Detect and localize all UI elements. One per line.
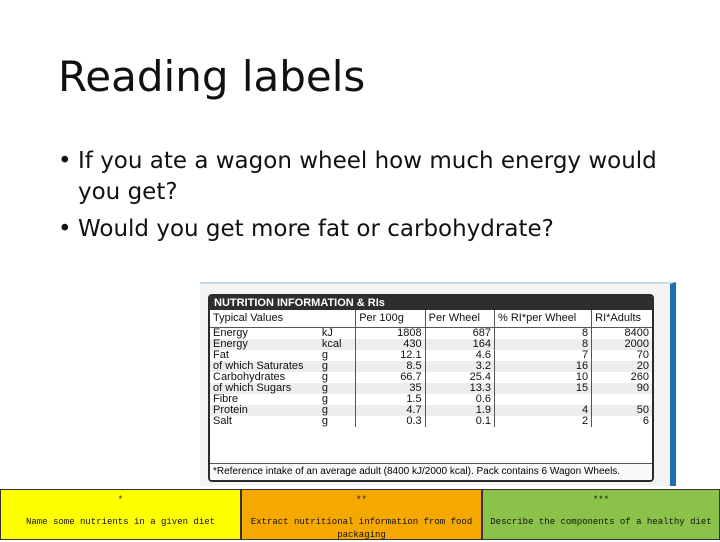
- nutrient-name: Salt: [213, 415, 232, 427]
- objective-stars: *: [117, 495, 124, 505]
- col-ri-per-wheel: % RI*per Wheel: [494, 310, 593, 328]
- value-ri-percent: [494, 394, 593, 405]
- col-ri-adults: RI*Adults: [591, 310, 652, 328]
- nutrition-table-body: Energy kJ 1808 687 8 8400 Energy kcal 430 164 8 200…: [210, 327, 652, 427]
- nutrition-row: Energy kJ 1808 687 8 8400: [210, 327, 652, 339]
- value-per-100g: 12.1: [355, 350, 426, 361]
- nutrient-name: Fibre: [213, 393, 239, 405]
- value-per-100g: 35: [355, 383, 426, 394]
- nutrient-name: Protein: [210, 405, 319, 416]
- value-ri-percent: 15: [494, 383, 593, 394]
- objective-three-star: *** Describe the components of a healthy…: [482, 489, 720, 540]
- value-per-100g: 430: [355, 339, 426, 350]
- nutrient-name: of which Saturates: [210, 361, 319, 372]
- nutrition-label-heading: NUTRITION INFORMATION & RIs: [210, 296, 652, 310]
- nutrition-row: of which Saturates g 8.5 3.2 16 20: [210, 361, 652, 372]
- value-ri-percent: 2: [494, 416, 593, 427]
- value-ri-percent: 8: [494, 339, 593, 350]
- value-ri-adults: 8400: [624, 327, 649, 339]
- nutrient-name: Carbohydrates: [213, 371, 286, 383]
- nutrient-unit: g: [318, 383, 357, 394]
- objective-two-star: ** Extract nutritional information from …: [241, 489, 482, 540]
- nutrition-row: Fat g 12.1 4.6 7 70: [210, 350, 652, 361]
- objective-text: Describe the components of a healthy die…: [490, 517, 712, 527]
- nutrition-table: Typical Values Per 100g Per Wheel % RI*p…: [210, 310, 652, 427]
- value-ri-adults: 6: [642, 415, 649, 427]
- nutrition-row: Protein g 4.7 1.9 4 50: [210, 405, 652, 416]
- nutrient-unit: g: [318, 361, 357, 372]
- nutrient-unit: g: [318, 416, 357, 427]
- nutrient-name: Fat: [213, 349, 229, 361]
- value-per-100g: 0.3: [355, 416, 426, 427]
- value-ri-adults: 90: [591, 383, 652, 394]
- nutrition-row: Carbohydrates g 66.7 25.4 10 260: [210, 372, 652, 383]
- nutrient-unit: g: [318, 350, 357, 361]
- value-per-100g: 1808: [355, 327, 426, 339]
- objective-text: Name some nutrients in a given diet: [25, 517, 216, 527]
- col-typical-values: Typical Values: [210, 310, 319, 328]
- nutrient-unit: g: [318, 394, 357, 405]
- slide-title: Reading labels: [58, 52, 366, 101]
- nutrient-unit: g: [318, 405, 357, 416]
- col-unit: [318, 310, 357, 328]
- value-ri-adults: 70: [636, 349, 649, 361]
- nutrition-label: NUTRITION INFORMATION & RIs Typical Valu…: [208, 294, 654, 482]
- value-per-wheel: 687: [425, 327, 496, 339]
- nutrient-name: Energy: [210, 339, 319, 350]
- objective-stars: ***: [592, 495, 610, 505]
- nutrition-table-header: Typical Values Per 100g Per Wheel % RI*p…: [210, 310, 652, 328]
- nutrient-unit: kJ: [318, 327, 357, 339]
- value-per-wheel: 4.6: [425, 350, 496, 361]
- value-per-wheel: 0.6: [425, 394, 496, 405]
- value-ri-percent: 7: [494, 350, 593, 361]
- nutrition-label-photo: NUTRITION INFORMATION & RIs Typical Valu…: [200, 282, 676, 486]
- value-per-wheel: 3.2: [425, 361, 496, 372]
- objective-one-star: * Name some nutrients in a given diet: [0, 489, 241, 540]
- value-ri-adults: 20: [591, 361, 652, 372]
- col-per-100g: Per 100g: [355, 310, 426, 328]
- nutrient-name: of which Sugars: [210, 383, 319, 394]
- value-per-wheel: 0.1: [425, 416, 496, 427]
- learning-objectives-bar: * Name some nutrients in a given diet **…: [0, 489, 720, 540]
- value-ri-percent: 4: [494, 405, 593, 416]
- nutrition-footnote: *Reference intake of an average adult (8…: [210, 463, 652, 480]
- bullet-fat-carb-question: Would you get more fat or carbohydrate?: [56, 214, 696, 245]
- col-per-wheel: Per Wheel: [425, 310, 496, 328]
- value-per-wheel: 1.9: [425, 405, 496, 416]
- nutrient-unit: kcal: [318, 339, 357, 350]
- nutrient-name: Energy: [213, 327, 248, 339]
- value-ri-adults: 2000: [591, 339, 652, 350]
- value-per-wheel: 13.3: [425, 383, 496, 394]
- bullet-energy-question: If you ate a wagon wheel how much energy…: [56, 146, 696, 208]
- nutrition-row: Fibre g 1.5 0.6: [210, 394, 652, 405]
- objective-text: Extract nutritional information from foo…: [250, 517, 473, 540]
- objective-stars: **: [356, 495, 367, 505]
- bullet-list: If you ate a wagon wheel how much energy…: [56, 146, 696, 251]
- nutrition-row: of which Sugars g 35 13.3 15 90: [210, 383, 652, 394]
- value-per-100g: 8.5: [355, 361, 426, 372]
- nutrition-row: Energy kcal 430 164 8 2000: [210, 339, 652, 350]
- value-ri-percent: 10: [494, 372, 593, 383]
- nutrient-unit: g: [318, 372, 357, 383]
- value-per-100g: 4.7: [355, 405, 426, 416]
- value-per-100g: 66.7: [355, 372, 426, 383]
- value-ri-percent: 16: [494, 361, 593, 372]
- value-ri-adults: 260: [630, 371, 649, 383]
- value-ri-adults: 50: [591, 405, 652, 416]
- value-per-100g: 1.5: [355, 394, 426, 405]
- nutrition-row: Salt g 0.3 0.1 2 6: [210, 416, 652, 427]
- value-per-wheel: 25.4: [425, 372, 496, 383]
- value-ri-percent: 8: [494, 327, 593, 339]
- value-per-wheel: 164: [425, 339, 496, 350]
